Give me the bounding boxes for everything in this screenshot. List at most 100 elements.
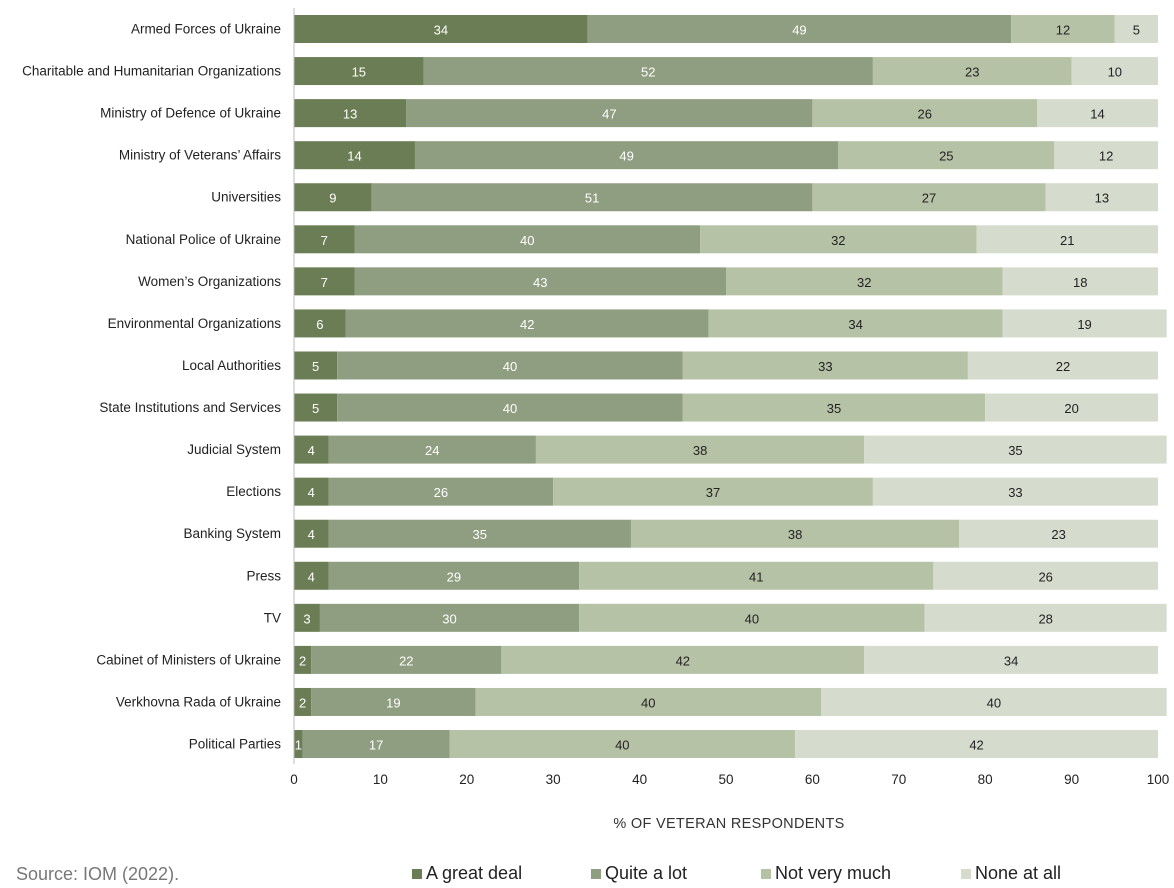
x-tick-label-10: 10: [373, 772, 388, 787]
category-label-cabinet-of-ministers-of-ukraine: Cabinet of Ministers of Ukraine: [96, 652, 281, 667]
x-tick-label-20: 20: [459, 772, 474, 787]
bar-quite-a-lot-tv: [319, 603, 580, 632]
data-label-not-very-much-verkhovna-rada-of-ukraine: 40: [641, 695, 655, 710]
category-label-charitable-and-humanitarian-organizations: Charitable and Humanitarian Organization…: [22, 64, 281, 79]
bar-not-very-much-tv: [579, 603, 925, 632]
data-label-none-at-all-armed-forces-of-ukraine: 5: [1133, 23, 1140, 38]
data-label-none-at-all-judicial-system: 35: [1008, 443, 1022, 458]
data-label-a-great-deal-cabinet-of-ministers-of-ukraine: 2: [299, 653, 306, 668]
x-axis-title: % OF VETERAN RESPONDENTS: [613, 816, 844, 832]
bar-a-great-deal-national-police-of-ukraine: [294, 225, 355, 254]
data-label-none-at-all-charitable-and-humanitarian-organizations: 10: [1108, 65, 1122, 80]
data-label-quite-a-lot-local-authorities: 40: [503, 359, 517, 374]
data-label-a-great-deal-ministry-of-veterans-affairs: 14: [347, 149, 361, 164]
data-label-a-great-deal-charitable-and-humanitarian-organizations: 15: [352, 65, 366, 80]
data-label-quite-a-lot-ministry-of-defence-of-ukraine: 47: [602, 107, 616, 122]
data-label-a-great-deal-judicial-system: 4: [308, 443, 315, 458]
chart-footer: Source: IOM (2022). A great deal Quite a …: [0, 860, 1174, 888]
category-label-verkhovna-rada-of-ukraine: Verkhovna Rada of Ukraine: [116, 694, 281, 709]
bar-a-great-deal-judicial-system: [294, 435, 329, 464]
legend-label-a-great-deal: A great deal: [426, 863, 523, 883]
bar-a-great-deal-banking-system: [294, 519, 329, 548]
category-label-political-parties: Political Parties: [189, 737, 282, 752]
legend-item-none-at-all: None at all: [961, 863, 1061, 884]
bar-none-at-all-verkhovna-rada-of-ukraine: [821, 687, 1167, 716]
data-label-none-at-all-ministry-of-veterans-affairs: 12: [1099, 149, 1113, 164]
data-label-none-at-all-environmental-organizations: 19: [1077, 317, 1091, 332]
bar-none-at-all-banking-system: [959, 519, 1158, 548]
bar-not-very-much-environmental-organizations: [708, 309, 1003, 338]
bar-quite-a-lot-judicial-system: [328, 435, 536, 464]
data-label-not-very-much-environmental-organizations: 34: [848, 317, 862, 332]
bar-a-great-deal-state-institutions-and-services: [294, 393, 338, 422]
category-label-banking-system: Banking System: [183, 526, 281, 541]
bar-a-great-deal-local-authorities: [294, 351, 338, 380]
bar-a-great-deal-political-parties: [294, 730, 303, 759]
bar-quite-a-lot-elections: [328, 477, 554, 506]
legend-swatch-quite-a-lot: [591, 868, 601, 879]
bar-a-great-deal-armed-forces-of-ukraine: [294, 15, 588, 43]
data-label-not-very-much-women-s-organizations: 32: [857, 275, 871, 290]
data-label-not-very-much-press: 41: [749, 569, 763, 584]
data-label-quite-a-lot-judicial-system: 24: [425, 443, 439, 458]
data-label-not-very-much-local-authorities: 33: [818, 359, 832, 374]
data-label-a-great-deal-tv: 3: [303, 611, 310, 626]
data-label-quite-a-lot-environmental-organizations: 42: [520, 317, 534, 332]
bar-none-at-all-universities: [1045, 183, 1158, 212]
bar-none-at-all-judicial-system: [864, 435, 1167, 464]
bar-not-very-much-national-police-of-ukraine: [700, 225, 977, 254]
bar-not-very-much-ministry-of-defence-of-ukraine: [812, 99, 1038, 128]
data-label-none-at-all-elections: 33: [1008, 485, 1022, 500]
bar-none-at-all-state-institutions-and-services: [985, 393, 1158, 422]
legend-swatch-none-at-all: [961, 868, 971, 879]
data-label-not-very-much-banking-system: 38: [788, 527, 802, 542]
bar-none-at-all-armed-forces-of-ukraine: [1114, 15, 1158, 43]
bar-not-very-much-local-authorities: [682, 351, 968, 380]
data-label-a-great-deal-state-institutions-and-services: 5: [312, 401, 319, 416]
bar-none-at-all-ministry-of-veterans-affairs: [1054, 141, 1158, 170]
x-tick-label-50: 50: [718, 772, 733, 787]
data-label-none-at-all-women-s-organizations: 18: [1073, 275, 1087, 290]
data-label-none-at-all-universities: 13: [1095, 191, 1109, 206]
data-label-quite-a-lot-universities: 51: [585, 191, 599, 206]
data-label-none-at-all-national-police-of-ukraine: 21: [1060, 233, 1074, 248]
data-label-quite-a-lot-elections: 26: [434, 485, 448, 500]
x-tick-label-0: 0: [290, 772, 298, 787]
data-label-none-at-all-press: 26: [1038, 569, 1052, 584]
data-label-none-at-all-state-institutions-and-services: 20: [1064, 401, 1078, 416]
bar-a-great-deal-tv: [294, 603, 320, 632]
bar-none-at-all-cabinet-of-ministers-of-ukraine: [864, 645, 1158, 674]
data-label-not-very-much-cabinet-of-ministers-of-ukraine: 42: [676, 653, 690, 668]
bar-none-at-all-tv: [924, 603, 1167, 632]
data-label-not-very-much-ministry-of-veterans-affairs: 25: [939, 149, 953, 164]
data-label-a-great-deal-national-police-of-ukraine: 7: [321, 233, 328, 248]
bar-quite-a-lot-women-s-organizations: [354, 267, 726, 296]
data-label-none-at-all-verkhovna-rada-of-ukraine: 40: [987, 695, 1001, 710]
data-label-none-at-all-cabinet-of-ministers-of-ukraine: 34: [1004, 653, 1018, 668]
bar-a-great-deal-press: [294, 561, 329, 590]
legend-swatch-a-great-deal: [412, 868, 422, 879]
data-label-a-great-deal-banking-system: 4: [308, 527, 315, 542]
bar-quite-a-lot-verkhovna-rada-of-ukraine: [311, 687, 476, 716]
data-label-not-very-much-elections: 37: [706, 485, 720, 500]
bar-quite-a-lot-state-institutions-and-services: [337, 393, 683, 422]
legend-item-quite-a-lot: Quite a lot: [591, 863, 739, 884]
data-label-quite-a-lot-national-police-of-ukraine: 40: [520, 233, 534, 248]
bar-quite-a-lot-ministry-of-defence-of-ukraine: [406, 99, 813, 128]
data-label-a-great-deal-elections: 4: [308, 485, 315, 500]
bar-quite-a-lot-press: [328, 561, 580, 590]
data-label-a-great-deal-ministry-of-defence-of-ukraine: 13: [343, 107, 357, 122]
legend-label-none-at-all: None at all: [975, 863, 1062, 883]
data-label-quite-a-lot-ministry-of-veterans-affairs: 49: [619, 149, 633, 164]
data-label-none-at-all-banking-system: 23: [1051, 527, 1065, 542]
bar-a-great-deal-ministry-of-veterans-affairs: [294, 141, 415, 170]
data-label-none-at-all-local-authorities: 22: [1056, 359, 1070, 374]
data-label-a-great-deal-local-authorities: 5: [312, 359, 319, 374]
data-label-none-at-all-tv: 28: [1038, 611, 1052, 626]
legend-label-not-very-much: Not very much: [775, 863, 892, 883]
category-label-ministry-of-defence-of-ukraine: Ministry of Defence of Ukraine: [100, 106, 281, 121]
category-label-ministry-of-veterans-affairs: Ministry of Veterans’ Affairs: [119, 148, 281, 163]
data-label-not-very-much-national-police-of-ukraine: 32: [831, 233, 845, 248]
